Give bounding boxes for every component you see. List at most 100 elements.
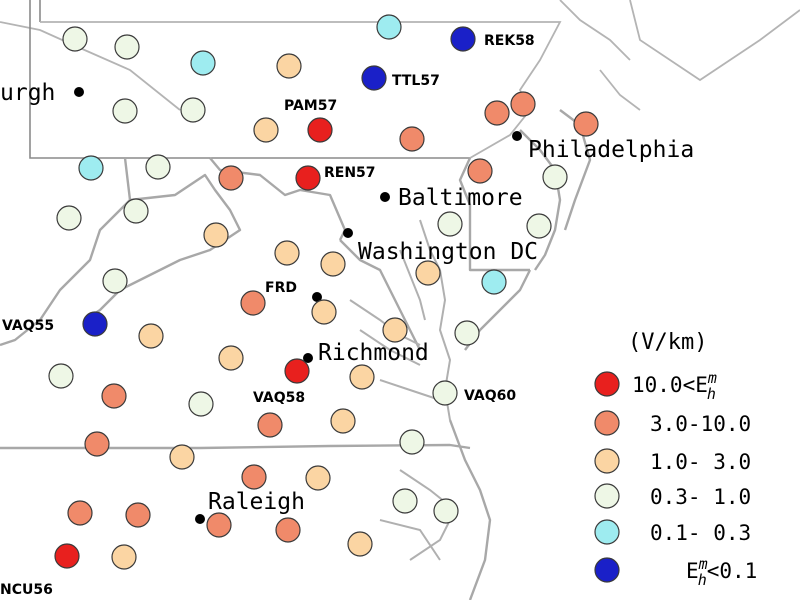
- legend-label-5: 0.1- 0.3: [650, 521, 751, 545]
- site-marker: [376, 14, 402, 40]
- legend-label-4: 0.3- 1.0: [650, 485, 751, 509]
- site-marker: [111, 544, 137, 570]
- site-marker-ttl57: [361, 65, 387, 91]
- legend-item-3: 1.0- 3.0: [594, 448, 751, 474]
- site-marker-rek58: [450, 26, 476, 52]
- legend-item-5: 0.1- 0.3: [594, 519, 751, 545]
- site-marker-pam57: [307, 117, 333, 143]
- legend-item-4: 0.3- 1.0: [594, 483, 751, 509]
- site-marker: [433, 498, 459, 524]
- site-marker: [320, 251, 346, 277]
- site-marker: [56, 205, 82, 231]
- legend-swatch-6: [594, 557, 620, 583]
- city-dot-philadelphia: [512, 131, 522, 141]
- site-marker: [399, 126, 425, 152]
- site-marker: [240, 290, 266, 316]
- city-label-philadelphia: Philadelphia: [528, 137, 694, 163]
- legend-item-2: 3.0-10.0: [594, 410, 751, 436]
- city-label-richmond: Richmond: [318, 340, 429, 366]
- city-label-pittsburgh: urgh: [0, 80, 55, 106]
- site-marker: [399, 429, 425, 455]
- site-marker: [484, 100, 510, 126]
- site-label-vaq60: VAQ60: [464, 388, 516, 404]
- site-marker-vaq60: [432, 380, 458, 406]
- legend-swatch-5: [594, 519, 620, 545]
- site-marker: [311, 299, 337, 325]
- site-marker: [481, 269, 507, 295]
- site-marker: [48, 363, 74, 389]
- legend-label-6: Em h<0.1: [686, 555, 757, 589]
- city-dot-raleigh: [195, 514, 205, 524]
- city-dot-pittsburgh: [74, 87, 84, 97]
- site-marker: [218, 345, 244, 371]
- site-marker: [467, 158, 493, 184]
- site-marker: [67, 500, 93, 526]
- site-label-layer: REK58 TTL57 PAM57 REN57 VAQ55 VAQ58 VAQ6…: [0, 33, 535, 598]
- site-marker: [330, 408, 356, 434]
- site-marker: [305, 465, 331, 491]
- city-dot-washington: [343, 228, 353, 238]
- site-marker: [392, 488, 418, 514]
- city-label-baltimore: Baltimore: [398, 185, 523, 211]
- site-marker: [542, 164, 568, 190]
- city-layer: urgh Philadelphia Baltimore Washington D…: [0, 80, 694, 524]
- city-label-raleigh: Raleigh: [208, 489, 305, 515]
- site-marker: [62, 26, 88, 52]
- legend-item-6: Em h<0.1: [594, 555, 757, 589]
- site-marker: [510, 91, 536, 117]
- site-marker: [276, 53, 302, 79]
- site-marker: [257, 412, 283, 438]
- site-marker: [218, 165, 244, 191]
- site-label-pam57: PAM57: [284, 98, 337, 114]
- site-label-vaq55: VAQ55: [2, 318, 54, 334]
- legend-label-1: 10.0<Em h: [632, 369, 717, 403]
- city-dot-frd: [312, 292, 322, 302]
- site-marker: [203, 222, 229, 248]
- site-marker: [274, 240, 300, 266]
- site-marker: [206, 512, 232, 538]
- site-marker-vaq58: [284, 358, 310, 384]
- site-marker: [190, 50, 216, 76]
- legend-label-2: 3.0-10.0: [650, 412, 751, 436]
- site-marker: [241, 464, 267, 490]
- site-marker-vaq55: [82, 311, 108, 337]
- legend-swatch-4: [594, 483, 620, 509]
- site-marker: [275, 517, 301, 543]
- legend: (V/km) 10.0<Em h 3.0-10.0 1.0- 3.0 0.3- 1…: [594, 330, 757, 589]
- city-dot-baltimore: [380, 192, 390, 202]
- legend-swatch-1: [594, 371, 620, 397]
- site-marker: [84, 431, 110, 457]
- site-marker: [415, 260, 441, 286]
- site-layer: [48, 14, 599, 570]
- site-marker: [526, 213, 552, 239]
- site-marker: [573, 111, 599, 137]
- site-marker: [169, 444, 195, 470]
- site-label-vaq58: VAQ58: [253, 390, 305, 406]
- site-marker: [382, 317, 408, 343]
- legend-swatch-2: [594, 410, 620, 436]
- site-marker: [125, 502, 151, 528]
- legend-item-1: 10.0<Em h: [594, 369, 717, 403]
- site-label-ren57: REN57: [324, 165, 376, 181]
- legend-unit: (V/km): [628, 330, 707, 355]
- site-marker: [188, 391, 214, 417]
- site-marker: [180, 97, 206, 123]
- site-marker: [145, 154, 171, 180]
- site-label-ttl57: TTL57: [392, 73, 440, 89]
- city-dot-richmond: [303, 353, 313, 363]
- legend-label-3: 1.0- 3.0: [650, 450, 751, 474]
- site-marker: [123, 198, 149, 224]
- city-label-washington: Washington DC: [358, 239, 538, 265]
- site-label-rek58: REK58: [484, 33, 535, 49]
- site-marker: [454, 320, 480, 346]
- site-marker: [102, 268, 128, 294]
- site-marker: [437, 211, 463, 237]
- site-marker: [347, 531, 373, 557]
- site-marker: [253, 117, 279, 143]
- site-marker-ncu56: [54, 543, 80, 569]
- site-marker: [78, 155, 104, 181]
- site-marker: [349, 364, 375, 390]
- legend-swatch-3: [594, 448, 620, 474]
